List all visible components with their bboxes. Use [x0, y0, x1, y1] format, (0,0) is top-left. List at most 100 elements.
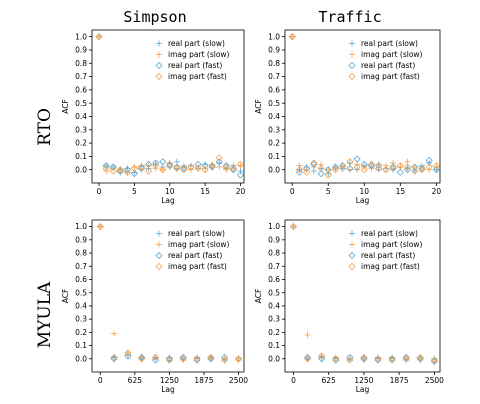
- chart-traffic-rto: 0.0 0.1 0.2 0.3 0.4 0.5 0.6 0.7 0.8 0.9 1.0 0 5 10 15 2…: [254, 29, 441, 205]
- data-point: [123, 166, 131, 174]
- data-point: [123, 168, 131, 176]
- legend-label: real part (fast): [168, 251, 222, 260]
- x-tick-label: 15: [200, 187, 210, 196]
- data-point: [353, 163, 361, 171]
- data-point: [208, 163, 216, 171]
- data-point: [388, 356, 396, 364]
- data-point: [346, 353, 354, 362]
- data-point: [288, 33, 296, 41]
- x-tick-label: 5: [326, 187, 331, 196]
- data-point: [416, 353, 424, 362]
- data-point: [221, 356, 229, 364]
- data-point: [194, 160, 202, 168]
- legend: real part (slow) imag part (slow) real par…: [155, 39, 230, 81]
- panels: 0.0 0.1 0.2 0.3 0.4 0.5 0.6 0.7 0.8 0.9 1.0 0 5 10 15 2…: [61, 29, 444, 394]
- data-point: [360, 160, 368, 168]
- data-point: [102, 164, 110, 172]
- y-tick-label: 1.0: [75, 222, 87, 231]
- data-point: [332, 356, 340, 364]
- data-point: [331, 163, 340, 171]
- data-point: [367, 160, 376, 168]
- data-point: [110, 355, 118, 363]
- data-point: [166, 162, 174, 170]
- x-tick-label: 2500: [229, 376, 248, 385]
- data-point: [403, 163, 412, 171]
- data-point: [310, 160, 318, 168]
- data-point: [236, 160, 245, 168]
- data-point: [111, 330, 118, 337]
- legend-label: real part (fast): [361, 61, 415, 70]
- x-tick-label: 10: [360, 187, 370, 196]
- legend-marker: [348, 72, 356, 81]
- series-real-part-fast-: [95, 33, 245, 179]
- data-point: [144, 160, 153, 168]
- y-tick-label: 0.0: [75, 165, 87, 174]
- data-point: [346, 356, 354, 364]
- data-point: [388, 355, 396, 363]
- data-point: [208, 162, 216, 170]
- data-point: [173, 164, 181, 172]
- x-axis-label: Lag: [161, 196, 175, 205]
- data-point: [151, 353, 160, 362]
- data-point: [375, 162, 383, 170]
- y-tick-label: 0.0: [75, 354, 87, 363]
- data-point: [339, 162, 347, 170]
- y-tick-label: 0.2: [75, 139, 87, 148]
- data-point: [159, 166, 167, 174]
- data-point: [201, 166, 209, 174]
- column-title-simpson: Simpson: [123, 8, 186, 26]
- data-point: [152, 162, 160, 170]
- data-point: [144, 167, 153, 175]
- data-point: [130, 170, 138, 178]
- data-point: [159, 158, 167, 166]
- x-axis-label: Lag: [356, 385, 370, 394]
- data-point: [180, 164, 188, 172]
- y-axis-label: ACF: [254, 289, 263, 304]
- y-tick-label: 0.3: [268, 125, 280, 134]
- y-axis-label: ACF: [61, 99, 70, 114]
- data-point: [382, 166, 390, 174]
- data-point: [402, 353, 410, 362]
- data-point: [303, 353, 312, 362]
- y-tick-label: 0.3: [75, 315, 87, 324]
- data-point: [418, 166, 426, 174]
- data-point: [317, 170, 325, 178]
- x-tick-label: 1875: [194, 376, 213, 385]
- data-point: [152, 159, 160, 167]
- y-tick-label: 0.4: [268, 302, 280, 311]
- data-point: [138, 353, 146, 362]
- data-point: [234, 355, 243, 363]
- y-tick-label: 0.4: [75, 302, 87, 311]
- data-point: [360, 355, 368, 363]
- y-tick-label: 0.9: [268, 235, 280, 244]
- data-point: [346, 158, 354, 166]
- legend-marker: [349, 51, 355, 58]
- data-point: [389, 164, 397, 172]
- data-point: [295, 168, 303, 176]
- legend-label: imag part (slow): [361, 50, 423, 59]
- series-imag-part-fast-: [288, 33, 440, 179]
- y-tick-label: 0.9: [75, 235, 87, 244]
- data-point: [109, 163, 117, 171]
- data-point: [295, 166, 303, 174]
- x-tick-label: 625: [128, 376, 143, 385]
- plot-frame: [91, 29, 245, 184]
- y-tick-label: 0.4: [268, 112, 280, 121]
- y-tick-label: 0.6: [75, 275, 87, 284]
- chart-simpson-rto: 0.0 0.1 0.2 0.3 0.4 0.5 0.6 0.7 0.8 0.9 1.0 0 5 10 15 2…: [61, 29, 245, 205]
- legend-label: imag part (fast): [361, 72, 420, 81]
- y-tick-label: 0.3: [268, 315, 280, 324]
- x-tick-label: 10: [165, 187, 175, 196]
- data-point: [151, 356, 160, 364]
- legend-marker: [348, 262, 356, 271]
- data-point: [432, 166, 440, 174]
- data-point: [95, 33, 103, 41]
- data-point: [382, 162, 389, 169]
- legend-label: real part (slow): [361, 39, 418, 48]
- legend-label: imag part (slow): [361, 240, 423, 249]
- data-point: [207, 355, 215, 363]
- data-point: [318, 355, 326, 363]
- y-tick-label: 1.0: [268, 32, 280, 41]
- legend-marker: [348, 61, 356, 70]
